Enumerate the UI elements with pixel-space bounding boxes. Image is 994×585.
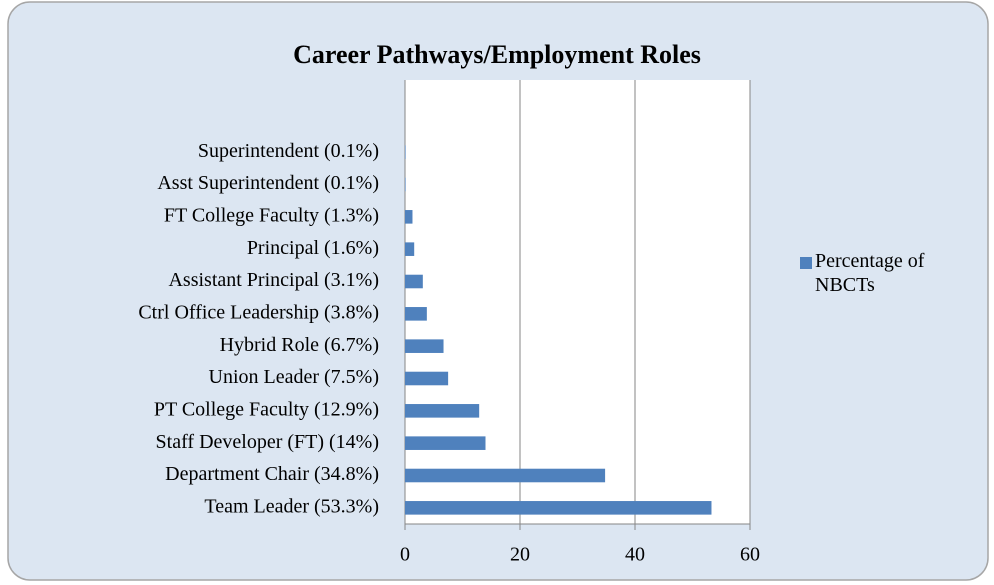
y-tick-label: Principal (1.6%) [247, 237, 379, 259]
chart-title: Career Pathways/Employment Roles [293, 40, 701, 69]
x-tick-label: 0 [400, 544, 410, 566]
legend-entry: Percentage of NBCTs [815, 250, 925, 296]
bar [405, 371, 449, 386]
x-tick-label: 40 [625, 544, 645, 566]
y-tick-label: PT College Faculty (12.9%) [154, 398, 379, 420]
bar [405, 436, 486, 450]
y-tick-label: Asst Superintendent (0.1%) [157, 172, 379, 194]
y-tick-label: Superintendent (0.1%) [198, 140, 379, 162]
legend-swatch [800, 257, 812, 269]
bar [405, 404, 480, 418]
bar [405, 242, 415, 256]
x-tick-label: 20 [510, 544, 530, 566]
y-tick-label: Staff Developer (FT) (14%) [156, 431, 379, 453]
bar [405, 145, 406, 159]
bar [405, 177, 406, 192]
y-tick-label: Department Chair (34.8%) [165, 463, 379, 485]
bar [405, 501, 712, 515]
y-tick-label: Union Leader (7.5%) [209, 366, 380, 388]
y-tick-label: Ctrl Office Leadership (3.8%) [138, 301, 379, 323]
bar [405, 274, 423, 289]
y-tick-label: Team Leader (53.3%) [204, 495, 379, 517]
bar [405, 210, 413, 224]
x-tick-label: 60 [740, 544, 760, 566]
y-tick-label: Assistant Principal (3.1%) [168, 269, 379, 291]
bar [405, 307, 427, 321]
y-tick-label: Hybrid Role (6.7%) [220, 334, 379, 356]
bar [405, 339, 444, 353]
legend-label: Percentage of NBCTs [815, 250, 925, 296]
plot-area [405, 80, 750, 524]
y-tick-label: FT College Faculty (1.3%) [164, 204, 379, 226]
bar [405, 468, 606, 483]
